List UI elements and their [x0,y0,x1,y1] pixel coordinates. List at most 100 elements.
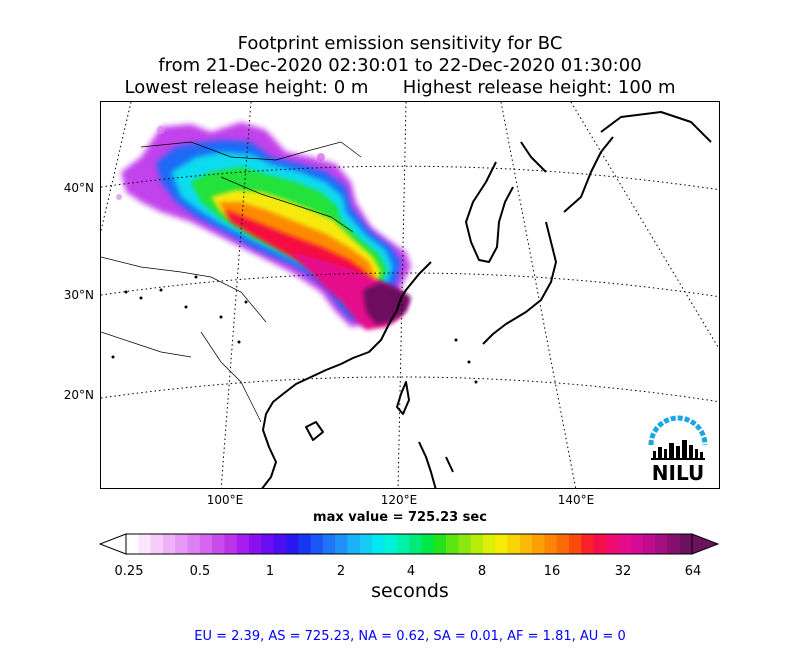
colorbar-cell [556,534,570,554]
logo-text: NILU [652,461,704,483]
parallel-40n [101,165,719,191]
country-borders [101,141,362,423]
colorbar-cell [593,534,607,554]
colorbar-tick-2: 1 [265,564,275,579]
colorbar-cell [409,534,422,554]
colorbar-cell [655,534,668,554]
nilu-logo: NILU [645,413,711,487]
colorbar-cell [482,534,496,554]
colorbar-cell [236,534,250,554]
parallel-20n [101,376,719,403]
colorbar-cell [199,534,213,554]
colorbar-cell [605,534,619,554]
colorbar-cell [384,534,398,554]
lat-label-40n: 40°N [63,181,94,195]
title-line-2: from 21-Dec-2020 02:30:01 to 22-Dec-2020… [158,55,642,76]
colorbar-cell [433,534,447,554]
colorbar-cell [532,534,545,554]
colorbar-cell [322,534,336,554]
lon-label-120e: 120°E [380,493,418,507]
emission-plume [116,122,411,330]
colorbar-outline [125,533,693,555]
colorbar-cell [495,534,508,554]
colorbar-cell [679,534,693,554]
colorbar-cell [359,534,373,554]
colorbar-cell [187,534,201,554]
map-canvas [101,102,719,488]
plume-speck [317,153,325,161]
colorbar-tick-8: 64 [684,564,702,579]
colorbar-cell [249,534,262,554]
colorbar-cell [175,534,189,554]
colorbar-cell [261,534,275,554]
colorbar-tick-0: 0.25 [114,564,144,579]
coastline-taiwan [396,381,410,415]
colorbar-cell [310,534,324,554]
lon-label-140e: 140°E [557,493,595,507]
colorbar-cell [298,534,312,554]
colorbar-tick-3: 2 [336,564,346,579]
coastline-china [261,261,432,488]
parallel-30n [101,272,719,298]
colorbar-cell [642,534,656,554]
title-line-1: Footprint emission sensitivity for BC [237,33,563,54]
colorbar-extend-low [98,533,127,555]
coastlines [261,111,712,488]
colorbar-cell [138,534,152,554]
colorbar-tick-6: 16 [543,564,561,579]
border-india [101,331,192,358]
colorbar-tick-5: 8 [477,564,487,579]
lon-label-100e: 100°E [206,493,244,507]
colorbar-cell [396,534,410,554]
colorbar-cell [630,534,644,554]
colorbar-tick-7: 32 [614,564,632,579]
meridian-160e [570,102,719,350]
lat-label-30n: 30°N [63,288,94,302]
border-se-asia [200,331,262,423]
max-value-label: max value = 725.23 sec [313,510,487,525]
plume-speck [157,126,165,134]
colorbar-cell [162,534,176,554]
meridian-80e [101,102,132,233]
colorbar-cell [224,534,238,554]
colorbar-cell [507,534,521,554]
colorbar-tick-1: 0.5 [189,564,211,579]
plume-layer-dark [363,282,411,324]
coastline-philippines [418,441,454,488]
colorbar-cell [273,534,287,554]
logo-arc [648,415,708,446]
colorbar-cell [544,534,558,554]
border-tibet [101,256,267,323]
colorbar-cell [150,534,164,554]
coastline-japan [482,136,614,345]
colorbar-unit-label: seconds [371,580,449,602]
colorbar-cell [335,534,348,554]
meridian-140e [500,102,577,488]
footprint-map [100,101,720,489]
colorbar-cell [618,534,631,554]
colorbar-cell [445,534,459,554]
colorbar-cell [458,534,472,554]
colorbar-cell [519,534,533,554]
border-mongolia [140,141,362,161]
colorbar-cell [568,534,582,554]
colorbar-cell [285,534,299,554]
plume-speck [125,178,133,186]
small-islands [111,275,478,384]
meridian-100e [220,102,252,488]
colorbar-cell [581,534,595,554]
lat-label-20n: 20°N [63,388,94,402]
title-line-3: Lowest release height: 0 m Highest relea… [124,77,676,98]
colorbar-cell [421,534,435,554]
coastline-hainan [305,421,324,441]
plume-speck [116,194,122,200]
colorbar-cells [126,534,693,554]
coastline-korea [465,161,514,263]
colorbar-cell [667,534,681,554]
colorbar-cell [470,534,484,554]
colorbar-cell [126,534,139,554]
colorbar [98,533,720,555]
colorbar-cell [347,534,361,554]
colorbar-tick-4: 4 [406,564,416,579]
border-north [220,176,354,233]
